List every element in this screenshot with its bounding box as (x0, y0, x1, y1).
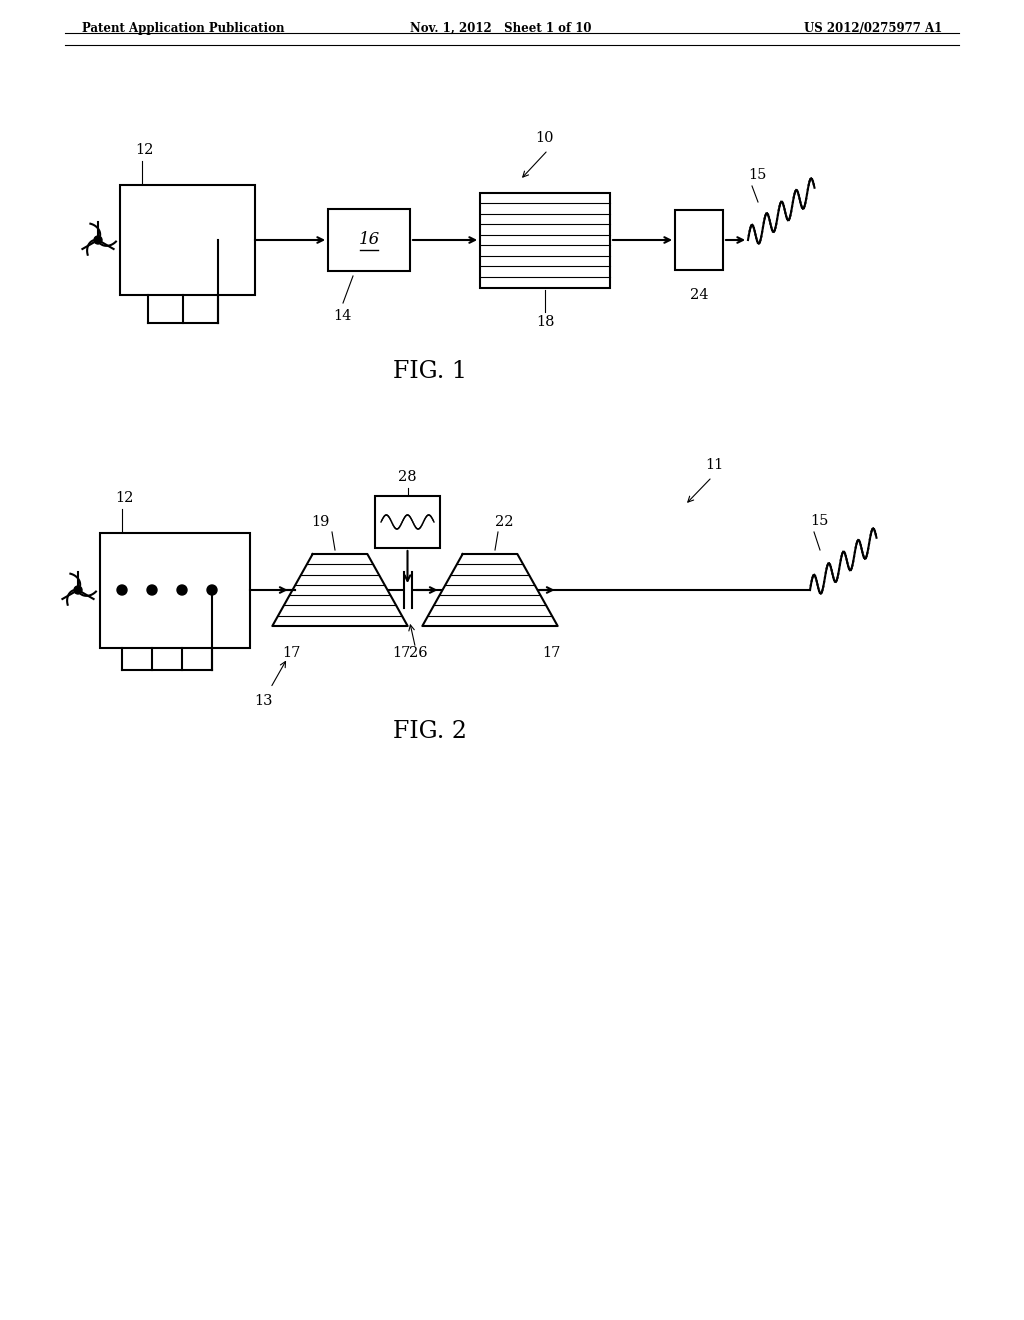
Circle shape (117, 585, 127, 595)
Circle shape (147, 585, 157, 595)
Text: 28: 28 (398, 470, 417, 484)
Bar (480, 193, 610, 288)
Bar (375, 496, 440, 548)
Text: 15: 15 (810, 513, 828, 528)
Text: 11: 11 (705, 458, 723, 473)
Text: 22: 22 (495, 515, 513, 529)
Text: 24: 24 (690, 288, 709, 302)
Text: 14: 14 (333, 309, 351, 323)
Bar (675, 210, 723, 271)
Circle shape (94, 236, 102, 244)
Text: FIG. 1: FIG. 1 (393, 360, 467, 383)
Text: 17: 17 (392, 645, 411, 660)
Text: 16: 16 (358, 231, 380, 248)
Text: Patent Application Publication: Patent Application Publication (82, 22, 285, 36)
Text: 13: 13 (255, 694, 273, 708)
Text: 10: 10 (535, 131, 554, 145)
Text: 17: 17 (283, 645, 301, 660)
Text: 26: 26 (410, 645, 428, 660)
Bar (100, 533, 250, 648)
Circle shape (177, 585, 187, 595)
Text: FIG. 2: FIG. 2 (393, 719, 467, 743)
Text: 15: 15 (748, 168, 766, 182)
Bar (120, 185, 255, 294)
Text: 12: 12 (115, 491, 133, 506)
Text: 18: 18 (536, 315, 554, 330)
Circle shape (207, 585, 217, 595)
Text: 17: 17 (543, 645, 561, 660)
Text: US 2012/0275977 A1: US 2012/0275977 A1 (804, 22, 942, 36)
Text: Nov. 1, 2012   Sheet 1 of 10: Nov. 1, 2012 Sheet 1 of 10 (410, 22, 592, 36)
Bar (328, 209, 410, 271)
Text: 12: 12 (135, 143, 154, 157)
Circle shape (74, 586, 82, 594)
Text: 19: 19 (311, 515, 330, 529)
